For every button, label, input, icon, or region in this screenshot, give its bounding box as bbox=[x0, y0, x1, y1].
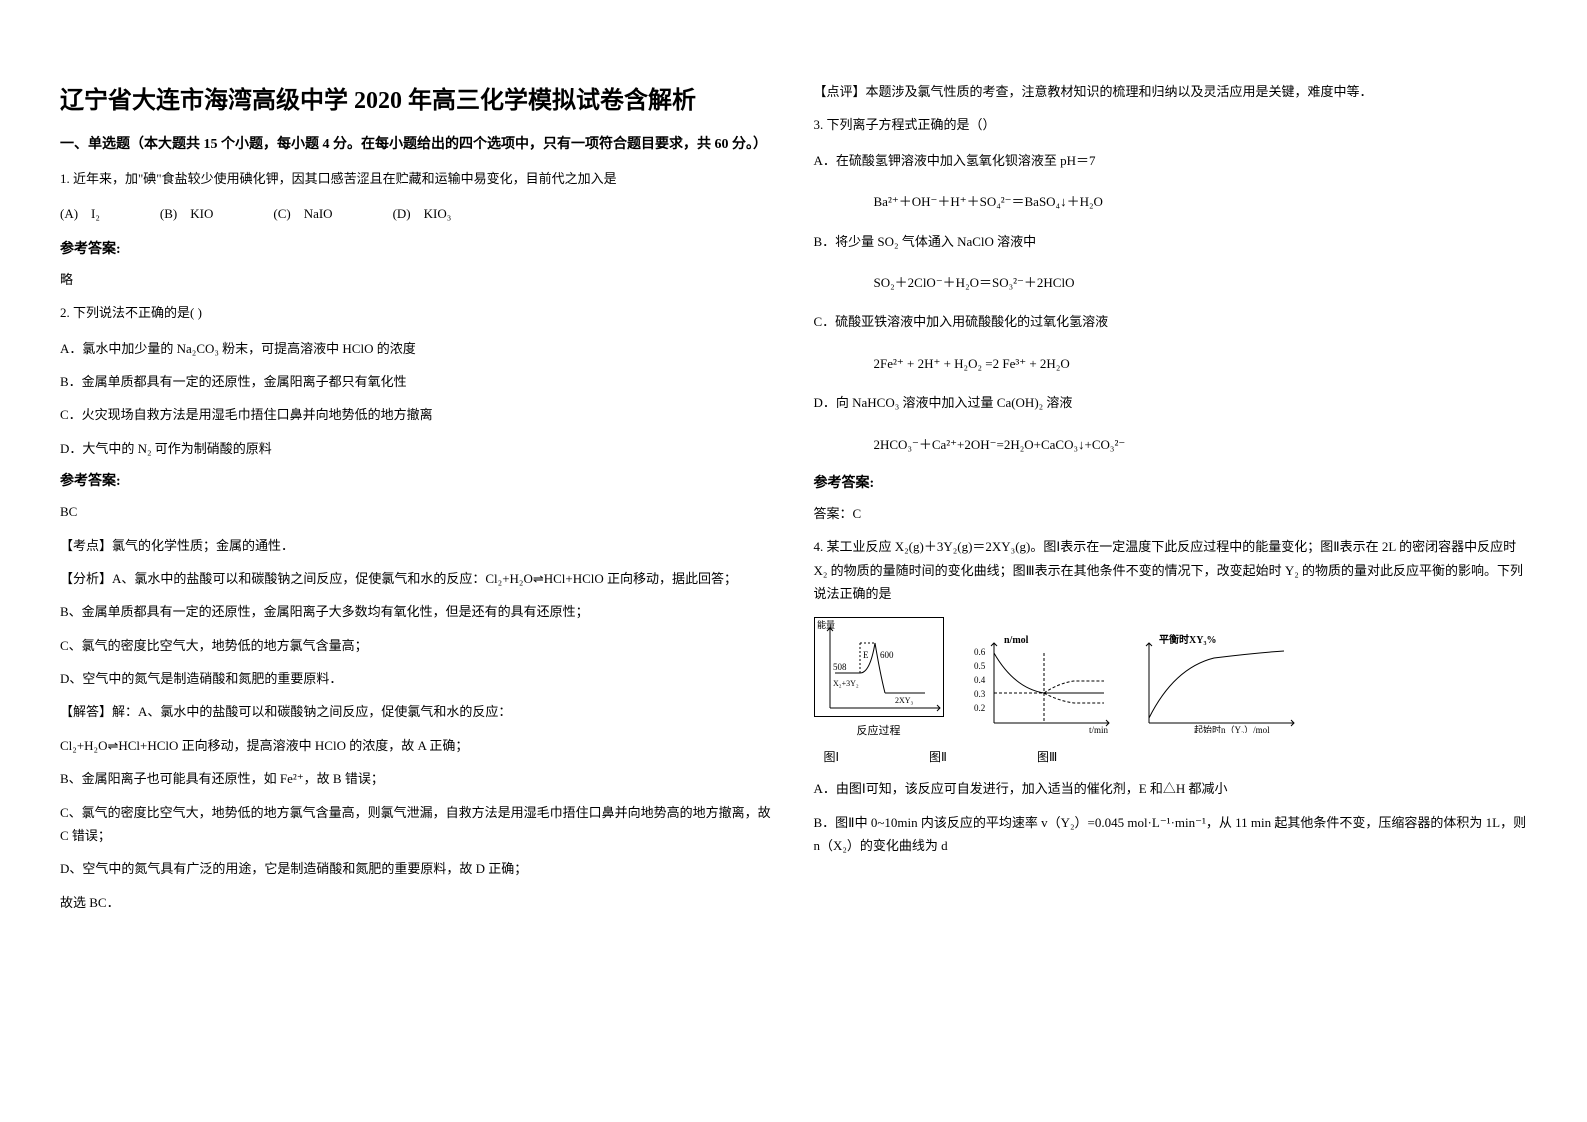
q4-opt-b: B．图Ⅱ中 0~10min 内该反应的平均速率 v（Y₂）=0.045 mol·… bbox=[814, 811, 1528, 858]
chart-2: n/mol 0.6 0.5 0.4 0.3 0.2 t/min bbox=[964, 633, 1114, 738]
chart2-y2: 0.5 bbox=[974, 661, 986, 671]
chart2-y3: 0.4 bbox=[974, 675, 986, 685]
q3-answer-label: 参考答案: bbox=[814, 472, 1528, 492]
chart2-xlabel: t/min bbox=[1089, 725, 1109, 733]
q4-text: 4. 某工业反应 X₂(g)＋3Y₂(g)＝2XY₃(g)。图Ⅰ表示在一定温度下… bbox=[814, 535, 1528, 605]
q3-opt-b: B．将少量 SO₂ 气体通入 NaClO 溶液中 bbox=[814, 230, 1528, 253]
q2-exp3: B、金属单质都具有一定的还原性，金属阳离子大多数均有氧化性，但是还有的具有还原性… bbox=[60, 600, 774, 623]
comment: 【点评】本题涉及氯气性质的考查，注意教材知识的梳理和归纳以及灵活应用是关键，难度… bbox=[814, 80, 1528, 103]
q2-exp10: D、空气中的氮气具有广泛的用途，它是制造硝酸和氮肥的重要原料，故 D 正确； bbox=[60, 857, 774, 880]
chart-3: 平衡时XY₃% 起始时n（Y₂）/mol bbox=[1134, 633, 1304, 738]
chart-1-svg: 508 E 600 X₂+3Y₂ 2XY₃ 能量 bbox=[814, 617, 944, 717]
q2-exp11: 故选 BC． bbox=[60, 891, 774, 914]
q2-opt-c: C．火灾现场自救方法是用湿毛巾捂住口鼻并向地势低的地方撤离 bbox=[60, 403, 774, 426]
chart-2-svg: n/mol 0.6 0.5 0.4 0.3 0.2 t/min bbox=[964, 633, 1114, 733]
q3-formula-b: SO₂＋2ClO⁻＋H₂O＝SO₃²⁻＋2HClO bbox=[814, 271, 1528, 294]
q1-opt-a: (A) I₂ bbox=[60, 202, 100, 225]
q3-opt-a: A．在硫酸氢钾溶液中加入氢氧化钡溶液至 pH＝7 bbox=[814, 149, 1528, 172]
q3-opt-d: D．向 NaHCO₃ 溶液中加入过量 Ca(OH)₂ 溶液 bbox=[814, 391, 1528, 414]
q3-formula-c: 2Fe²⁺ + 2H⁺ + H₂O₂ =2 Fe³⁺ + 2H₂O bbox=[814, 352, 1528, 375]
chart1-x2: 2XY₃ bbox=[895, 696, 914, 705]
q2-exp1: 【考点】氯气的化学性质；金属的通性． bbox=[60, 534, 774, 557]
q1-opt-b: (B) KIO bbox=[160, 202, 213, 225]
chart2-y4: 0.3 bbox=[974, 689, 986, 699]
chart-row: 508 E 600 X₂+3Y₂ 2XY₃ 能量 反应过程 n/mol 0.6 … bbox=[814, 617, 1528, 738]
q2-answer-label: 参考答案: bbox=[60, 470, 774, 490]
chart1-ylabel: 能量 bbox=[817, 619, 835, 630]
q4-opt-a: A．由图Ⅰ可知，该反应可自发进行，加入适当的催化剂，E 和△H 都减小 bbox=[814, 777, 1528, 800]
chart1-v1: 508 bbox=[833, 662, 847, 672]
q2-opt-a: A．氯水中加少量的 Na₂CO₃ 粉末，可提高溶液中 HClO 的浓度 bbox=[60, 337, 774, 360]
right-column: 【点评】本题涉及氯气性质的考查，注意教材知识的梳理和归纳以及灵活应用是关键，难度… bbox=[814, 80, 1528, 1082]
chart2-y1: 0.6 bbox=[974, 647, 986, 657]
q2-opt-d: D．大气中的 N₂ 可作为制硝酸的原料 bbox=[60, 437, 774, 460]
page-title: 辽宁省大连市海湾高级中学 2020 年高三化学模拟试卷含解析 bbox=[60, 80, 774, 115]
q2-exp9: C、氯气的密度比空气大，地势低的地方氯气含量高，则氯气泄漏，自救方法是用湿毛巾捂… bbox=[60, 801, 774, 848]
chart1-x1: X₂+3Y₂ bbox=[833, 679, 859, 688]
q3-opt-c: C．硫酸亚铁溶液中加入用硫酸酸化的过氧化氢溶液 bbox=[814, 310, 1528, 333]
q1-options: (A) I₂ (B) KIO (C) NaIO (D) KIO₃ bbox=[60, 202, 774, 225]
chart3-xlabel: 起始时n（Y₂）/mol bbox=[1194, 724, 1270, 733]
q1-text: 1. 近年来，加"碘"食盐较少使用碘化钾，因其口感苦涩且在贮藏和运输中易变化，目… bbox=[60, 167, 774, 190]
q2-exp5: D、空气中的氮气是制造硝酸和氮肥的重要原料． bbox=[60, 667, 774, 690]
q1-answer-label: 参考答案: bbox=[60, 238, 774, 258]
q2-exp6: 【解答】解：A、氯水中的盐酸可以和碳酸钠之间反应，促使氯气和水的反应： bbox=[60, 700, 774, 723]
q1-opt-c: (C) NaIO bbox=[273, 202, 332, 225]
q2-exp2: 【分析】A、氯水中的盐酸可以和碳酸钠之间反应，促使氯气和水的反应：Cl₂+H₂O… bbox=[60, 567, 774, 590]
q1-answer: 略 bbox=[60, 268, 774, 291]
q3-text: 3. 下列离子方程式正确的是（） bbox=[814, 113, 1528, 136]
chart-label-row: 图Ⅰ 图Ⅱ 图Ⅲ bbox=[814, 748, 1528, 765]
chart1-e: E bbox=[863, 650, 869, 660]
chart3-ylabel: 平衡时XY₃% bbox=[1159, 633, 1216, 646]
q3-formula-a: Ba²⁺＋OH⁻＋H⁺＋SO₄²⁻＝BaSO₄↓＋H₂O bbox=[814, 190, 1528, 213]
chart1-xlabel: 反应过程 bbox=[814, 722, 944, 738]
q2-text: 2. 下列说法不正确的是( ) bbox=[60, 301, 774, 324]
chart2-y5: 0.2 bbox=[974, 703, 985, 713]
q1-opt-d: (D) KIO₃ bbox=[393, 202, 452, 225]
chart-label-1: 图Ⅰ bbox=[824, 748, 840, 765]
q2-exp7: Cl₂+H₂O⇌HCl+HClO 正向移动，提高溶液中 HClO 的浓度，故 A… bbox=[60, 734, 774, 757]
q2-exp4: C、氯气的密度比空气大，地势低的地方氯气含量高； bbox=[60, 634, 774, 657]
left-column: 辽宁省大连市海湾高级中学 2020 年高三化学模拟试卷含解析 一、单选题（本大题… bbox=[60, 80, 774, 1082]
chart2-ylabel: n/mol bbox=[1004, 635, 1029, 646]
q2-answer: BC bbox=[60, 500, 774, 523]
chart-label-2: 图Ⅱ bbox=[929, 748, 947, 765]
q2-exp8: B、金属阳离子也可能具有还原性，如 Fe²⁺，故 B 错误； bbox=[60, 767, 774, 790]
chart-1: 508 E 600 X₂+3Y₂ 2XY₃ 能量 反应过程 bbox=[814, 617, 944, 738]
chart-label-3: 图Ⅲ bbox=[1037, 748, 1057, 765]
q3-formula-d: 2HCO₃⁻＋Ca²⁺+2OH⁻=2H₂O+CaCO₃↓+CO₃²⁻ bbox=[814, 433, 1528, 456]
q3-answer: 答案：C bbox=[814, 502, 1528, 525]
q2-opt-b: B．金属单质都具有一定的还原性，金属阳离子都只有氧化性 bbox=[60, 370, 774, 393]
section-header: 一、单选题（本大题共 15 个小题，每小题 4 分。在每小题给出的四个选项中，只… bbox=[60, 133, 774, 153]
chart1-v2: 600 bbox=[880, 650, 894, 660]
chart-3-svg: 平衡时XY₃% 起始时n（Y₂）/mol bbox=[1134, 633, 1304, 733]
